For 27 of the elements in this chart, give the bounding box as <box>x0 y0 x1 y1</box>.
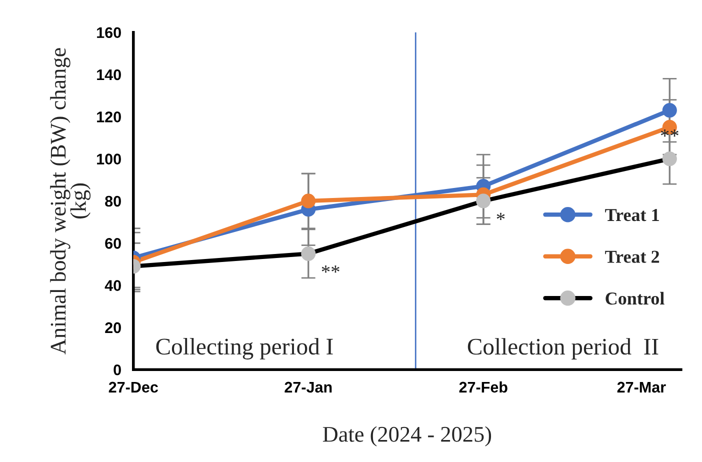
y-tick-label: 100 <box>97 154 121 164</box>
legend-label: Treat 2 <box>605 250 660 263</box>
annotation: * <box>496 212 505 220</box>
x-tick-label: 27-Dec <box>108 382 158 393</box>
x-tick-label: 27-Jan <box>284 382 332 393</box>
y-tick-label: 60 <box>105 238 121 249</box>
point <box>476 194 491 208</box>
annotation: ** <box>322 266 340 273</box>
y-tick-label: 20 <box>105 322 121 334</box>
point <box>662 103 677 118</box>
y-tick-label: 80 <box>105 196 121 207</box>
y-tick-label: 40 <box>104 280 121 291</box>
x-axis-title: Date (2024 - 2025) <box>322 426 492 446</box>
annotation: Collecting period I <box>156 338 333 360</box>
annotation: Collection period II <box>468 338 658 360</box>
x-tick-label: 27-Mar <box>617 382 666 393</box>
legend-label: Treat 1 <box>605 209 659 222</box>
y-tick-label: 140 <box>97 69 121 80</box>
y-tick-label: 0 <box>114 364 121 376</box>
x-tick-label: 27-Feb <box>459 381 508 393</box>
point <box>301 194 316 208</box>
y-tick-label: 160 <box>97 27 121 38</box>
point <box>301 246 316 261</box>
y-axis-title: Animal body weight (BW) change (kg) <box>50 48 91 354</box>
y-tick-label: 120 <box>97 112 121 122</box>
point <box>662 152 677 166</box>
legend-label: Control <box>606 292 664 305</box>
